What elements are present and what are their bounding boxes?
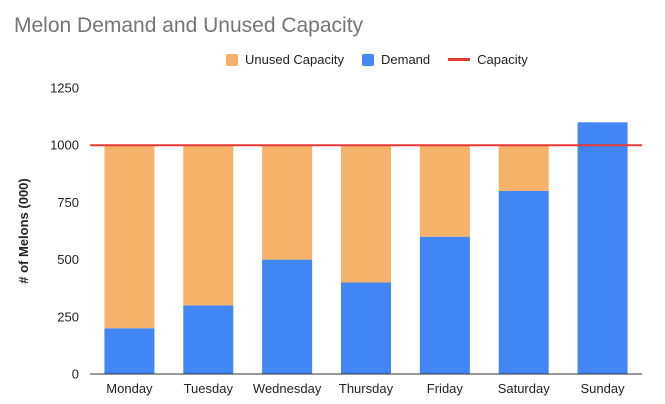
y-tick-label-500: 500	[57, 252, 79, 267]
legend-label-capacity: Capacity	[477, 52, 528, 67]
legend-label-unused-capacity: Unused Capacity	[245, 52, 344, 67]
bar-unused-capacity-wednesday	[262, 145, 313, 260]
x-tick-label-wednesday: Wednesday	[253, 381, 322, 396]
legend-item-capacity[interactable]: Capacity	[448, 52, 528, 67]
bar-demand-thursday	[341, 282, 391, 374]
bar-unused-capacity-friday	[419, 145, 470, 237]
y-tick-label-1000: 1000	[50, 138, 79, 153]
x-tick-label-friday: Friday	[427, 381, 464, 396]
y-axis-title: # of Melons (000)	[16, 178, 31, 283]
legend-swatch-unused-capacity	[226, 53, 238, 66]
bar-unused-capacity-monday	[104, 145, 155, 329]
bar-unused-capacity-tuesday	[183, 145, 234, 306]
legend-item-demand[interactable]: Demand	[362, 52, 430, 67]
bar-demand-tuesday	[183, 305, 234, 374]
bar-unused-capacity-saturday	[498, 145, 549, 191]
y-tick-label-1250: 1250	[50, 81, 79, 96]
bar-demand-friday	[419, 236, 470, 374]
x-tick-label-saturday: Saturday	[498, 381, 551, 396]
legend-label-demand: Demand	[381, 52, 431, 67]
y-tick-label-0: 0	[72, 367, 79, 382]
chart-title: Melon Demand and Unused Capacity	[14, 14, 364, 37]
x-tick-label-thursday: Thursday	[339, 381, 394, 396]
x-tick-label-monday: Monday	[106, 381, 153, 396]
legend: Unused Capacity Demand Capacity	[226, 52, 546, 67]
legend-item-unused-capacity[interactable]: Unused Capacity	[226, 52, 344, 67]
legend-swatch-demand	[362, 53, 374, 66]
bar-demand-monday	[104, 328, 155, 374]
x-tick-label-sunday: Sunday	[581, 381, 626, 396]
bar-demand-saturday	[498, 190, 549, 374]
y-tick-label-250: 250	[57, 309, 79, 324]
legend-swatch-capacity	[448, 58, 471, 61]
bar-demand-sunday	[577, 122, 628, 374]
bar-demand-wednesday	[262, 259, 313, 374]
bar-unused-capacity-thursday	[341, 145, 391, 283]
y-tick-label-750: 750	[57, 195, 79, 210]
x-tick-label-tuesday: Tuesday	[184, 381, 234, 396]
